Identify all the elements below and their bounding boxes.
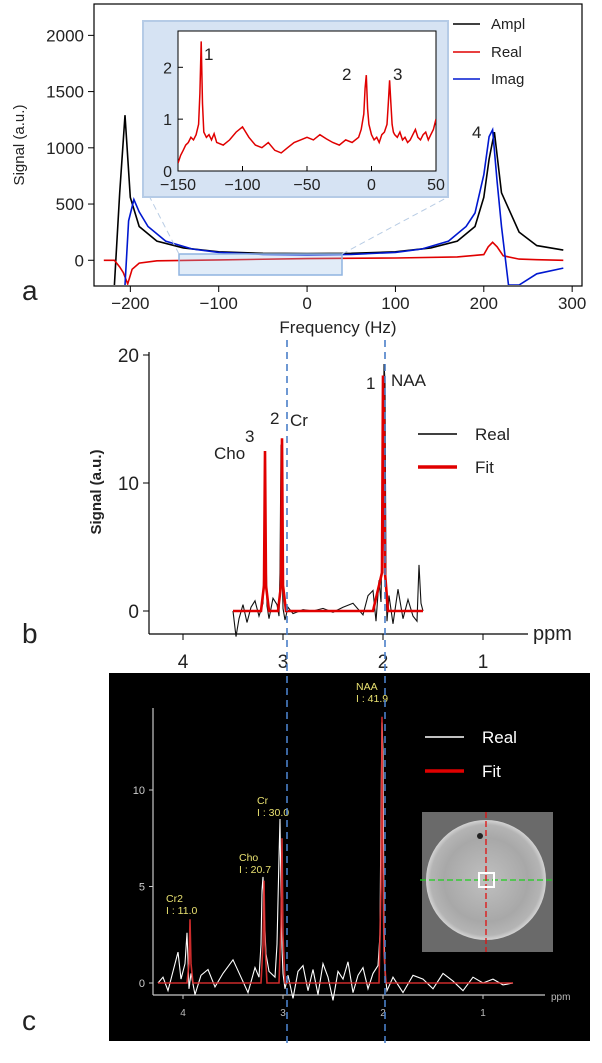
inset-xtick-label: −50 xyxy=(293,177,320,194)
a-ytick-label: 0 xyxy=(75,251,84,270)
c-peak-cr2-name: Cr2 xyxy=(166,893,183,905)
c-series-real xyxy=(157,722,514,1001)
a-xtick-label: −200 xyxy=(111,294,149,313)
inset-series-real xyxy=(178,41,436,164)
c-series-fit xyxy=(158,716,513,984)
b-xtick-label: 2 xyxy=(378,652,389,673)
b-xtick-label: 1 xyxy=(478,652,489,673)
peak-label-4: 4 xyxy=(472,123,481,142)
c-legend-fit-label: Fit xyxy=(482,762,501,781)
c-xtick-label: 4 xyxy=(180,1008,186,1019)
c-peak-naa-value: I : 41.9 xyxy=(356,693,388,705)
c-peak-cho-value: I : 20.7 xyxy=(239,864,271,876)
b-peak-naa-num: 1 xyxy=(366,374,375,393)
a-series-real xyxy=(103,241,564,285)
b-legend-fit-label: Fit xyxy=(475,458,494,477)
c-legend-real-label: Real xyxy=(482,728,517,747)
inset-xtick-label: −100 xyxy=(224,177,260,194)
inset-xtick-label: 0 xyxy=(367,177,376,194)
a-ytick-label: 1000 xyxy=(46,139,84,158)
panel-a-ylabel: Signal (a.u.) xyxy=(11,105,28,186)
panel-a-legend: Ampl Real Imag xyxy=(453,16,525,88)
a-xtick-label: 200 xyxy=(470,294,498,313)
c-xtick-label: 3 xyxy=(280,1008,286,1019)
mri-localizer-image xyxy=(420,812,553,952)
b-xtick-label: 3 xyxy=(278,652,289,673)
b-peak-cho-name: Cho xyxy=(214,444,245,463)
zoom-connector-right xyxy=(341,196,449,255)
a-xtick-label: 0 xyxy=(302,294,311,313)
a-series-imag xyxy=(124,126,564,285)
inset-peak-label-1: 1 xyxy=(204,45,213,64)
c-peak-cr-name: Cr xyxy=(257,795,269,807)
a-ytick-label: 2000 xyxy=(46,26,84,45)
panel-a-xlabel: Frequency (Hz) xyxy=(279,318,396,337)
b-series-fit xyxy=(233,375,423,613)
b-ytick-label: 20 xyxy=(118,346,139,367)
panel-c-xlabel: ppm xyxy=(551,992,570,1003)
inset-frame xyxy=(177,30,437,172)
a-ytick-label: 500 xyxy=(56,195,84,214)
b-peak-cho-num: 3 xyxy=(245,427,254,446)
inset-ytick-label: 0 xyxy=(163,164,172,181)
panel-b-ylabel: Signal (a.u.) xyxy=(88,449,105,534)
c-ytick-label: 0 xyxy=(139,978,145,990)
a-xtick-label: −100 xyxy=(200,294,238,313)
a-series-ampl xyxy=(113,115,564,285)
a-xtick-label: 300 xyxy=(558,294,586,313)
b-peak-cr-num: 2 xyxy=(270,409,279,428)
b-xtick-label: 4 xyxy=(178,652,189,673)
b-ytick-label: 0 xyxy=(128,602,139,623)
inset-xtick-label: 50 xyxy=(427,177,445,194)
b-legend-real-label: Real xyxy=(475,425,510,444)
inset-xtick-label: −150 xyxy=(160,177,196,194)
c-ytick-label: 5 xyxy=(139,882,145,894)
c-xtick-label: 2 xyxy=(380,1008,386,1019)
legend-real-label: Real xyxy=(491,44,522,61)
mri-voxel-box xyxy=(478,872,495,888)
inset-ytick-label: 2 xyxy=(163,60,172,77)
inset-peak-label-2: 2 xyxy=(342,65,351,84)
a-ytick-label: 1500 xyxy=(46,83,84,102)
panel-b-xlabel: ppm xyxy=(533,623,572,645)
b-ytick-label: 10 xyxy=(118,474,139,495)
panel-a-label: a xyxy=(22,275,38,306)
legend-imag-label: Imag xyxy=(491,71,524,88)
c-peak-cr2-value: I : 11.0 xyxy=(166,905,197,917)
c-peak-cho-name: Cho xyxy=(239,852,258,864)
c-ytick-label: 10 xyxy=(133,785,145,797)
c-peak-cr-value: I : 30.0 xyxy=(257,807,289,819)
legend-ampl-label: Ampl xyxy=(491,16,525,33)
panel-c-label: c xyxy=(22,1005,36,1036)
inset-peak-label-3: 3 xyxy=(393,65,402,84)
a-xtick-label: 100 xyxy=(381,294,409,313)
panel-b-label: b xyxy=(22,618,38,649)
panel-a-chart: a Signal (a.u.) Frequency (Hz) 050010001… xyxy=(11,3,586,337)
zoom-region xyxy=(178,253,343,276)
c-peak-naa-name: NAA xyxy=(356,681,378,693)
b-peak-naa-name: NAA xyxy=(391,371,427,390)
mri-marker xyxy=(477,833,483,839)
b-peak-cr-name: Cr xyxy=(290,411,308,430)
panel-a-frame xyxy=(93,3,583,287)
inset-ytick-label: 1 xyxy=(163,112,172,129)
c-xtick-label: 1 xyxy=(480,1008,486,1019)
